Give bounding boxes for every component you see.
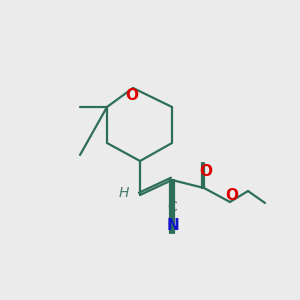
Text: O: O <box>226 188 238 202</box>
Text: O: O <box>125 88 139 103</box>
Text: O: O <box>200 164 212 178</box>
Text: N: N <box>167 218 179 232</box>
Text: C: C <box>167 200 177 214</box>
Text: H: H <box>119 186 129 200</box>
